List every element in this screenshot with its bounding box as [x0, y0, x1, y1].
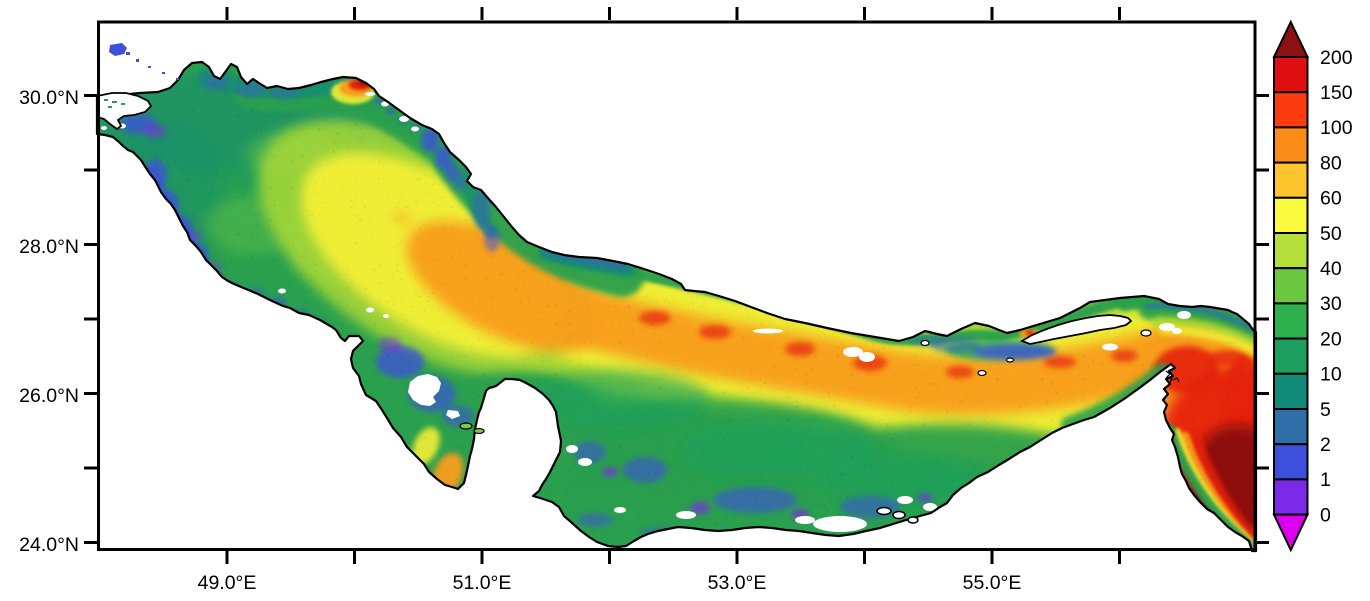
- svg-text:55.0°E: 55.0°E: [963, 572, 1022, 594]
- svg-text:80: 80: [1320, 153, 1342, 175]
- svg-text:200: 200: [1320, 47, 1353, 69]
- svg-text:20: 20: [1320, 329, 1342, 351]
- svg-text:24.0°N: 24.0°N: [19, 534, 79, 556]
- svg-text:49.0°E: 49.0°E: [198, 572, 257, 594]
- svg-text:53.0°E: 53.0°E: [708, 572, 767, 594]
- svg-text:0: 0: [1320, 505, 1331, 527]
- svg-text:100: 100: [1320, 117, 1353, 139]
- svg-text:40: 40: [1320, 258, 1342, 280]
- svg-text:2: 2: [1320, 434, 1331, 456]
- svg-text:51.0°E: 51.0°E: [453, 572, 512, 594]
- svg-text:60: 60: [1320, 188, 1342, 210]
- svg-text:5: 5: [1320, 399, 1331, 421]
- svg-text:150: 150: [1320, 82, 1353, 104]
- svg-text:1: 1: [1320, 469, 1331, 491]
- svg-text:28.0°N: 28.0°N: [19, 236, 79, 258]
- svg-text:26.0°N: 26.0°N: [19, 385, 79, 407]
- svg-text:50: 50: [1320, 223, 1342, 245]
- svg-text:30.0°N: 30.0°N: [19, 87, 79, 109]
- svg-text:30: 30: [1320, 293, 1342, 315]
- svg-text:10: 10: [1320, 364, 1342, 386]
